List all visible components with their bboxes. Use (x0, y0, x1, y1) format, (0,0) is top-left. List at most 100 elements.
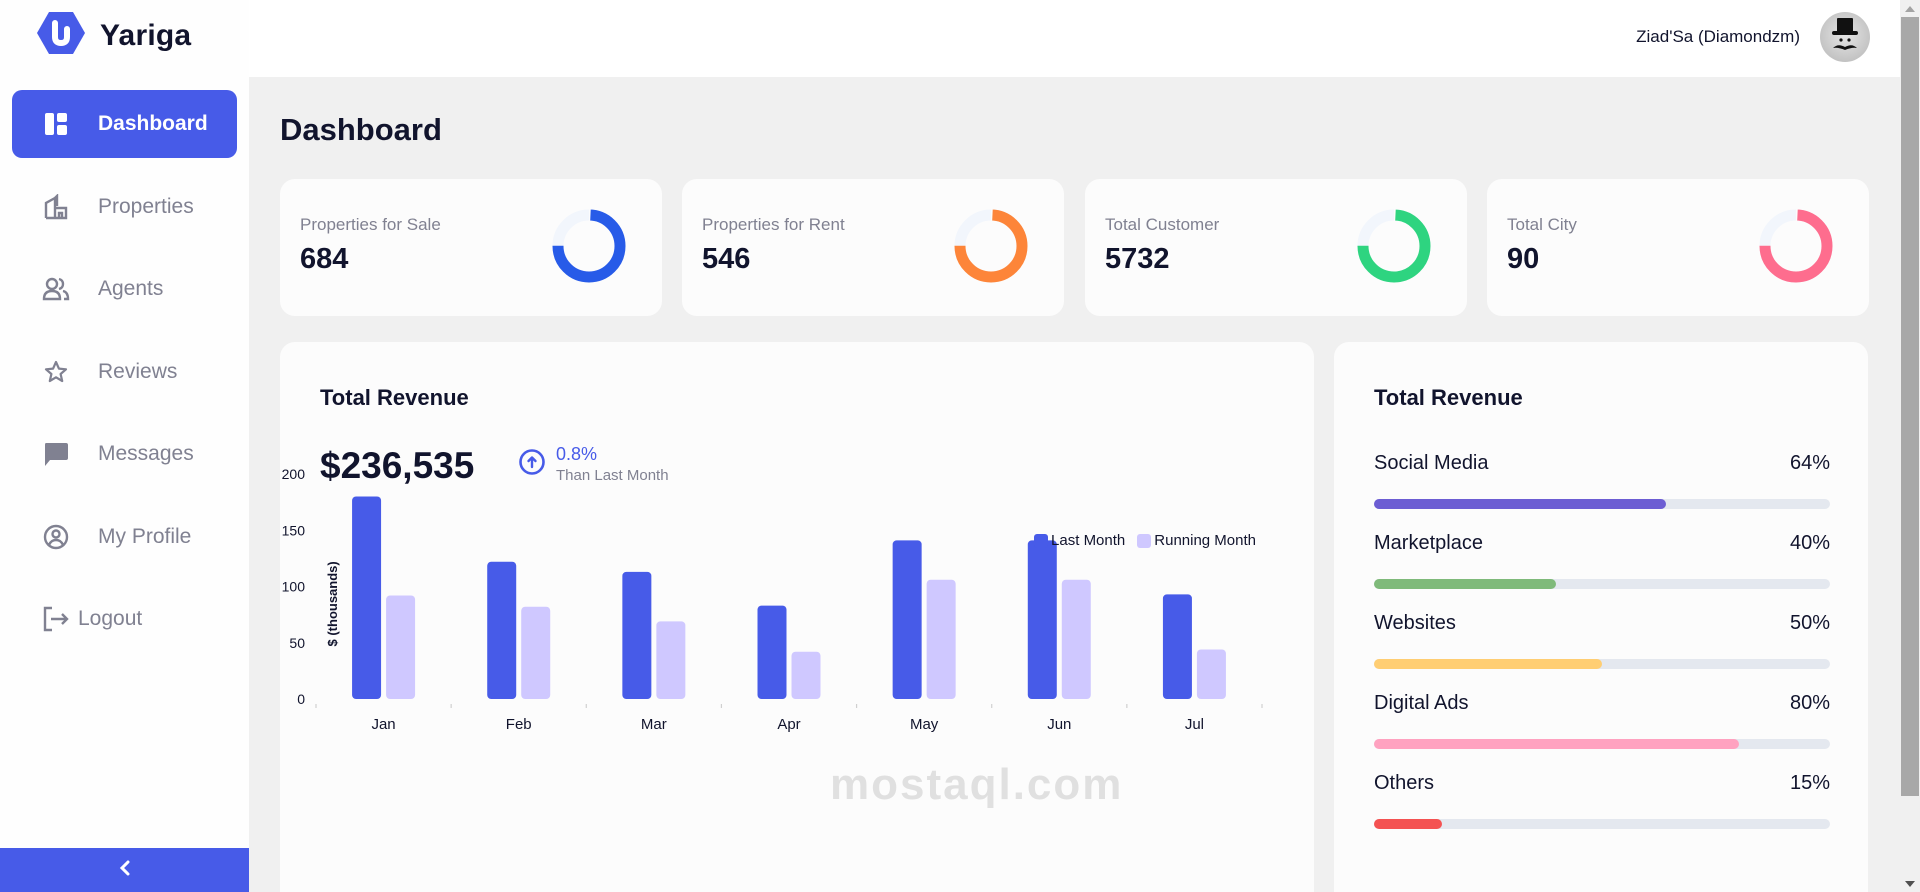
bar-running-month[interactable] (791, 651, 821, 699)
bar-last-month[interactable] (352, 496, 382, 700)
legend-swatch (1137, 533, 1152, 548)
donut-chart-icon (953, 208, 1029, 284)
y-tick-label: 200 (282, 466, 306, 482)
stat-label: Properties for Rent (702, 215, 845, 234)
donut-chart-icon (1356, 208, 1432, 284)
progress-label: Others (1374, 772, 1435, 794)
collapse-sidebar-button[interactable] (0, 848, 249, 892)
progress-label: Websites (1374, 612, 1456, 634)
x-tick-label: Mar (641, 716, 667, 733)
progress-percent: 50% (1789, 612, 1830, 634)
legend-item-last-month[interactable]: Last Month (1034, 532, 1125, 549)
revenue-breakdown-card: Total Revenue Social Media 64% Marketplace… (1334, 342, 1868, 892)
progress-row: Digital Ads 80% (1374, 692, 1830, 715)
bar-last-month[interactable] (1162, 594, 1192, 699)
logo[interactable]: Yariga (36, 10, 191, 61)
scrollbar-thumb[interactable] (1901, 17, 1919, 796)
bar-running-month[interactable] (521, 606, 551, 699)
donut-chart-icon (1758, 208, 1834, 284)
y-tick-label: 0 (297, 691, 305, 707)
bar-last-month[interactable] (622, 571, 652, 699)
sidebar-item-reviews[interactable]: Reviews (12, 338, 237, 406)
progress-label: Marketplace (1374, 532, 1483, 554)
progress-row: Social Media 64% (1374, 452, 1830, 475)
sidebar-item-logout[interactable]: Logout (12, 585, 237, 653)
sidebar-item-label: Properties (98, 194, 194, 218)
dashboard-icon (42, 110, 70, 138)
stat-label: Properties for Sale (300, 215, 441, 234)
scroll-up-arrow-icon[interactable] (1900, 0, 1920, 17)
legend-swatch (1034, 533, 1049, 548)
stat-card-properties-sale: Properties for Sale 684 (280, 179, 662, 316)
legend-label: Last Month (1051, 532, 1126, 549)
x-tick-label: May (910, 716, 939, 733)
avatar[interactable] (1820, 12, 1870, 62)
progress-percent: 40% (1789, 532, 1830, 554)
stat-value: 546 (702, 243, 751, 275)
stat-value: 5732 (1105, 243, 1170, 275)
arrow-up-circle-icon (518, 448, 546, 481)
sidebar-item-agents[interactable]: Agents (12, 255, 237, 323)
revenue-bar-chart: 0 50 100 150 200 $ (thousands) Jan Feb Mar Apr May… (282, 466, 1263, 733)
bar-running-month[interactable] (386, 595, 416, 700)
people-icon (42, 275, 70, 303)
y-tick-label: 50 (289, 635, 305, 651)
y-tick-label: 100 (282, 579, 306, 595)
card-title: Total Revenue (1374, 385, 1523, 410)
revenue-change: 0.8% Than Last Month (518, 444, 669, 484)
bar-last-month[interactable] (487, 561, 517, 699)
x-tick-label: Jan (371, 716, 395, 733)
stat-value: 90 (1507, 243, 1540, 275)
user-menu[interactable]: Ziad'Sa (Diamondzm) (1636, 12, 1870, 62)
change-percent: 0.8% (556, 444, 598, 464)
stat-card-total-city: Total City 90 (1487, 179, 1869, 316)
progress-fill (1374, 739, 1739, 749)
progress-item-others: Others 15% (1374, 772, 1830, 829)
y-axis-label: $ (thousands) (325, 561, 340, 646)
app-name: Yariga (100, 18, 192, 52)
chart-legend: Last Month Running Month (1034, 532, 1256, 549)
progress-track (1374, 659, 1830, 669)
bar-last-month[interactable] (1027, 540, 1057, 699)
x-tick-label: Jul (1185, 716, 1204, 733)
progress-fill (1374, 499, 1666, 509)
progress-percent: 80% (1789, 692, 1830, 714)
stat-card-total-customer: Total Customer 5732 (1085, 179, 1467, 316)
progress-track (1374, 739, 1830, 749)
page-title: Dashboard (280, 112, 442, 147)
progress-row: Others 15% (1374, 772, 1830, 795)
sidebar-item-messages[interactable]: Messages (12, 420, 237, 488)
progress-fill (1374, 819, 1443, 829)
progress-track (1374, 579, 1830, 589)
total-revenue-card: 0 50 100 150 200 $ (thousands) Jan Feb Mar Apr May… (280, 342, 1314, 892)
sidebar-item-dashboard[interactable]: Dashboard (12, 90, 237, 158)
sidebar-item-label: Dashboard (98, 112, 208, 135)
stat-label: Total City (1507, 215, 1577, 234)
page-scrollbar[interactable] (1900, 0, 1920, 892)
bar-running-month[interactable] (1196, 649, 1226, 700)
progress-track (1374, 499, 1830, 509)
top-header: Ziad'Sa (Diamondzm) (249, 0, 1900, 77)
bar-last-month[interactable] (892, 540, 922, 699)
bar-running-month[interactable] (926, 579, 956, 699)
sidebar-nav: Dashboard Properties Agents Reviews Mess… (12, 90, 237, 668)
sidebar-item-my-profile[interactable]: My Profile (12, 503, 237, 571)
bar-running-month[interactable] (656, 621, 686, 699)
legend-item-running-month[interactable]: Running Month (1137, 532, 1256, 549)
bar-running-month[interactable] (1061, 579, 1091, 699)
scroll-down-arrow-icon[interactable] (1900, 875, 1920, 892)
progress-item-social-media: Social Media 64% (1374, 452, 1830, 509)
progress-percent: 64% (1789, 452, 1830, 474)
y-tick-label: 150 (282, 522, 306, 538)
sidebar-item-label: Agents (98, 277, 164, 300)
sidebar-item-label: Messages (98, 442, 194, 465)
progress-percent: 15% (1789, 772, 1830, 794)
bar-last-month[interactable] (757, 605, 787, 699)
card-title: Total Revenue (320, 385, 469, 410)
progress-fill (1374, 579, 1557, 589)
progress-row: Marketplace 40% (1374, 532, 1830, 555)
building-icon (42, 193, 70, 221)
progress-row: Websites 50% (1374, 612, 1830, 635)
message-icon (42, 440, 70, 468)
sidebar-item-properties[interactable]: Properties (12, 173, 237, 241)
